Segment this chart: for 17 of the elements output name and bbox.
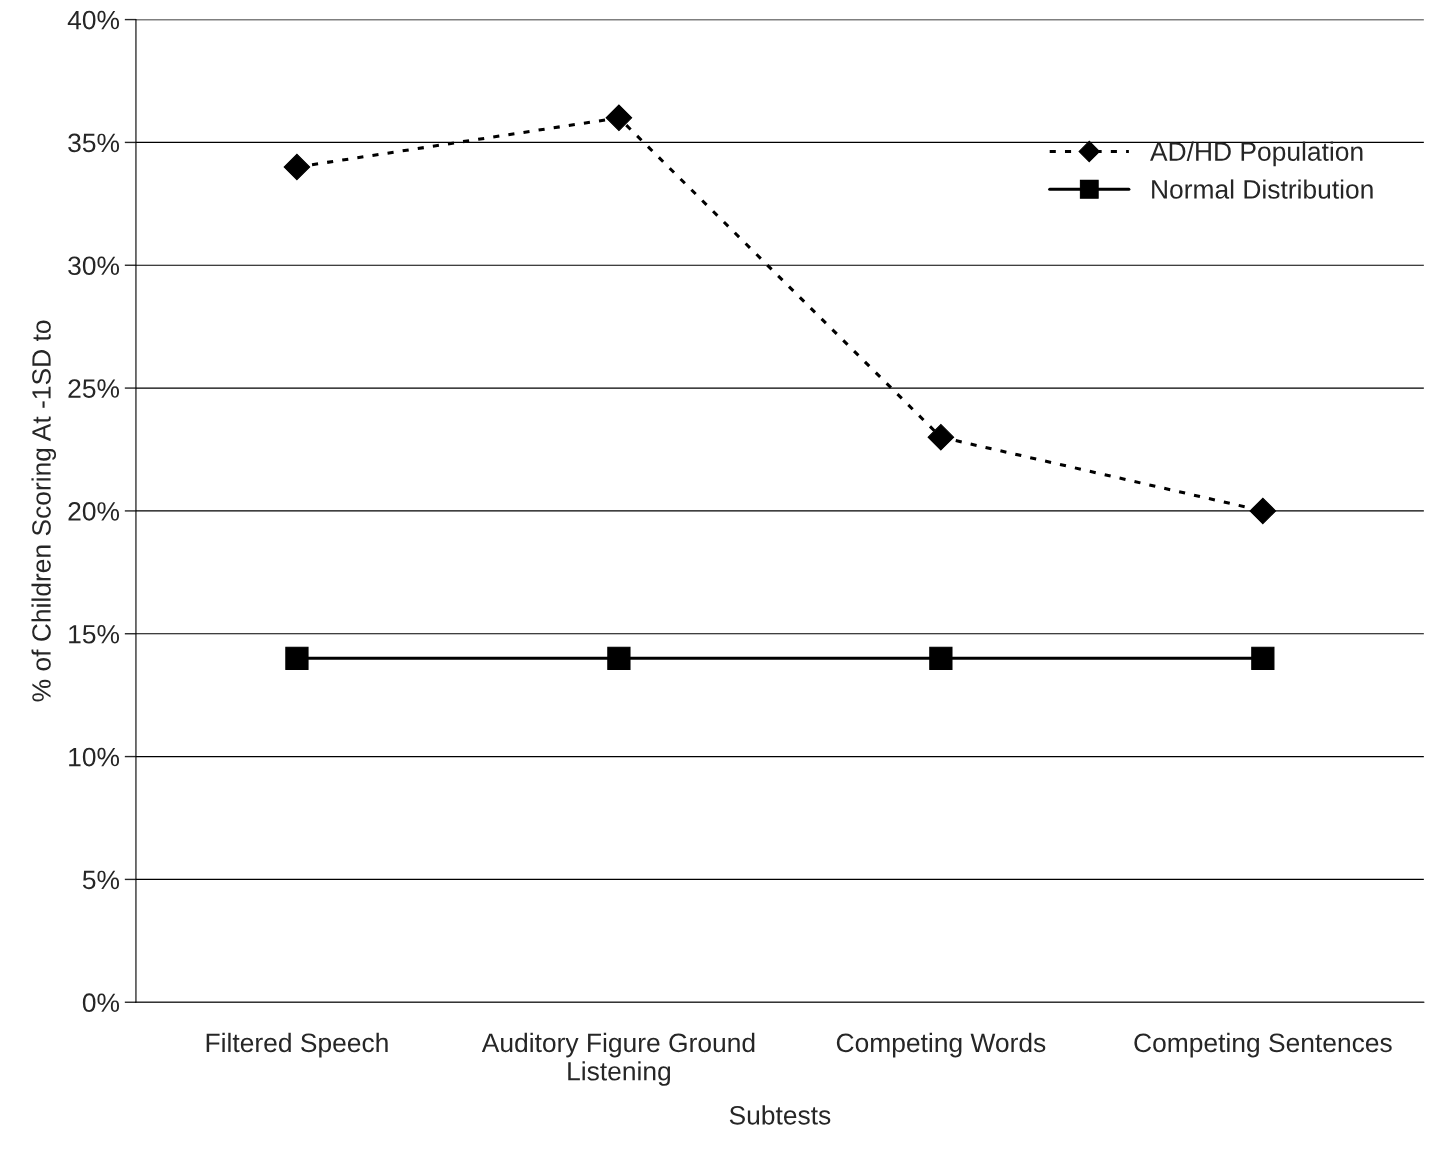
x-tick-label: Competing Words (836, 1032, 1046, 1058)
y-tick-label: 0% (82, 993, 120, 1013)
y-tick-label: 35% (68, 133, 120, 153)
y-axis-title: % of Children Scoring At -1SD to (31, 320, 57, 702)
y-tick-label: 30% (68, 256, 120, 276)
x-tick-label: Filtered Speech (206, 1032, 388, 1058)
y-tick-label: 10% (69, 747, 120, 767)
x-axis-title: Subtests (729, 1105, 831, 1125)
x-tick-label: Auditory Figure Ground Listening (481, 1032, 755, 1086)
x-tick-label: Competing Sentences (1134, 1032, 1392, 1058)
y-tick-label: 25% (68, 379, 120, 398)
legend-label: AD/HD Population (1150, 141, 1363, 167)
legend-label: Normal Distribution (1152, 179, 1373, 199)
y-tick-label: 5% (82, 870, 120, 890)
y-tick-label: 15% (69, 624, 120, 644)
y-tick-label: 40% (67, 10, 120, 30)
y-tick-label: 20% (68, 502, 120, 521)
